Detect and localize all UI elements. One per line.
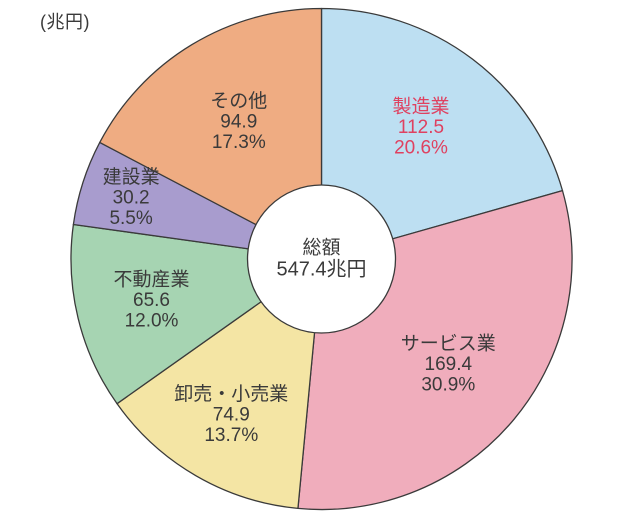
pie-slice-other (99, 7, 323, 260)
slice-label-other-percent: 17.3% (212, 132, 266, 153)
slice-label-manufacturing-name: 製造業 (392, 95, 449, 117)
unit-label: (兆円) (40, 12, 90, 32)
slice-label-other-value: 94.9 (220, 112, 257, 133)
slice-label-other-name: その他 (210, 90, 267, 112)
slice-label-real-estate-value: 65.6 (133, 290, 170, 311)
slice-label-construction-percent: 5.5% (109, 208, 152, 229)
slice-label-real-estate-percent: 12.0% (125, 310, 179, 331)
slice-label-manufacturing-value: 112.5 (398, 117, 444, 138)
slice-label-wholesale-retail-percent: 13.7% (204, 425, 258, 446)
slice-label-wholesale-retail-name: 卸売・小売業 (174, 383, 288, 405)
slice-label-services-name: サービス業 (401, 333, 496, 355)
slice-label-construction-name: 建設業 (103, 166, 160, 188)
slice-label-construction-value: 30.2 (113, 187, 150, 208)
center-total-title: 総額 (302, 237, 340, 259)
slice-label-services-value: 169.4 (425, 354, 473, 375)
center-total-value: 547.4兆円 (276, 258, 366, 281)
pie-slice-manufacturing (320, 7, 564, 260)
slice-label-services-percent: 30.9% (421, 375, 475, 396)
slice-label-real-estate-name: 不動産業 (113, 268, 189, 290)
slice-label-manufacturing-percent: 20.6% (394, 137, 448, 158)
pie-slice-wholesale-retail (116, 258, 323, 510)
slice-label-wholesale-retail-value: 74.9 (213, 404, 250, 425)
donut-center-circle (246, 184, 397, 334)
